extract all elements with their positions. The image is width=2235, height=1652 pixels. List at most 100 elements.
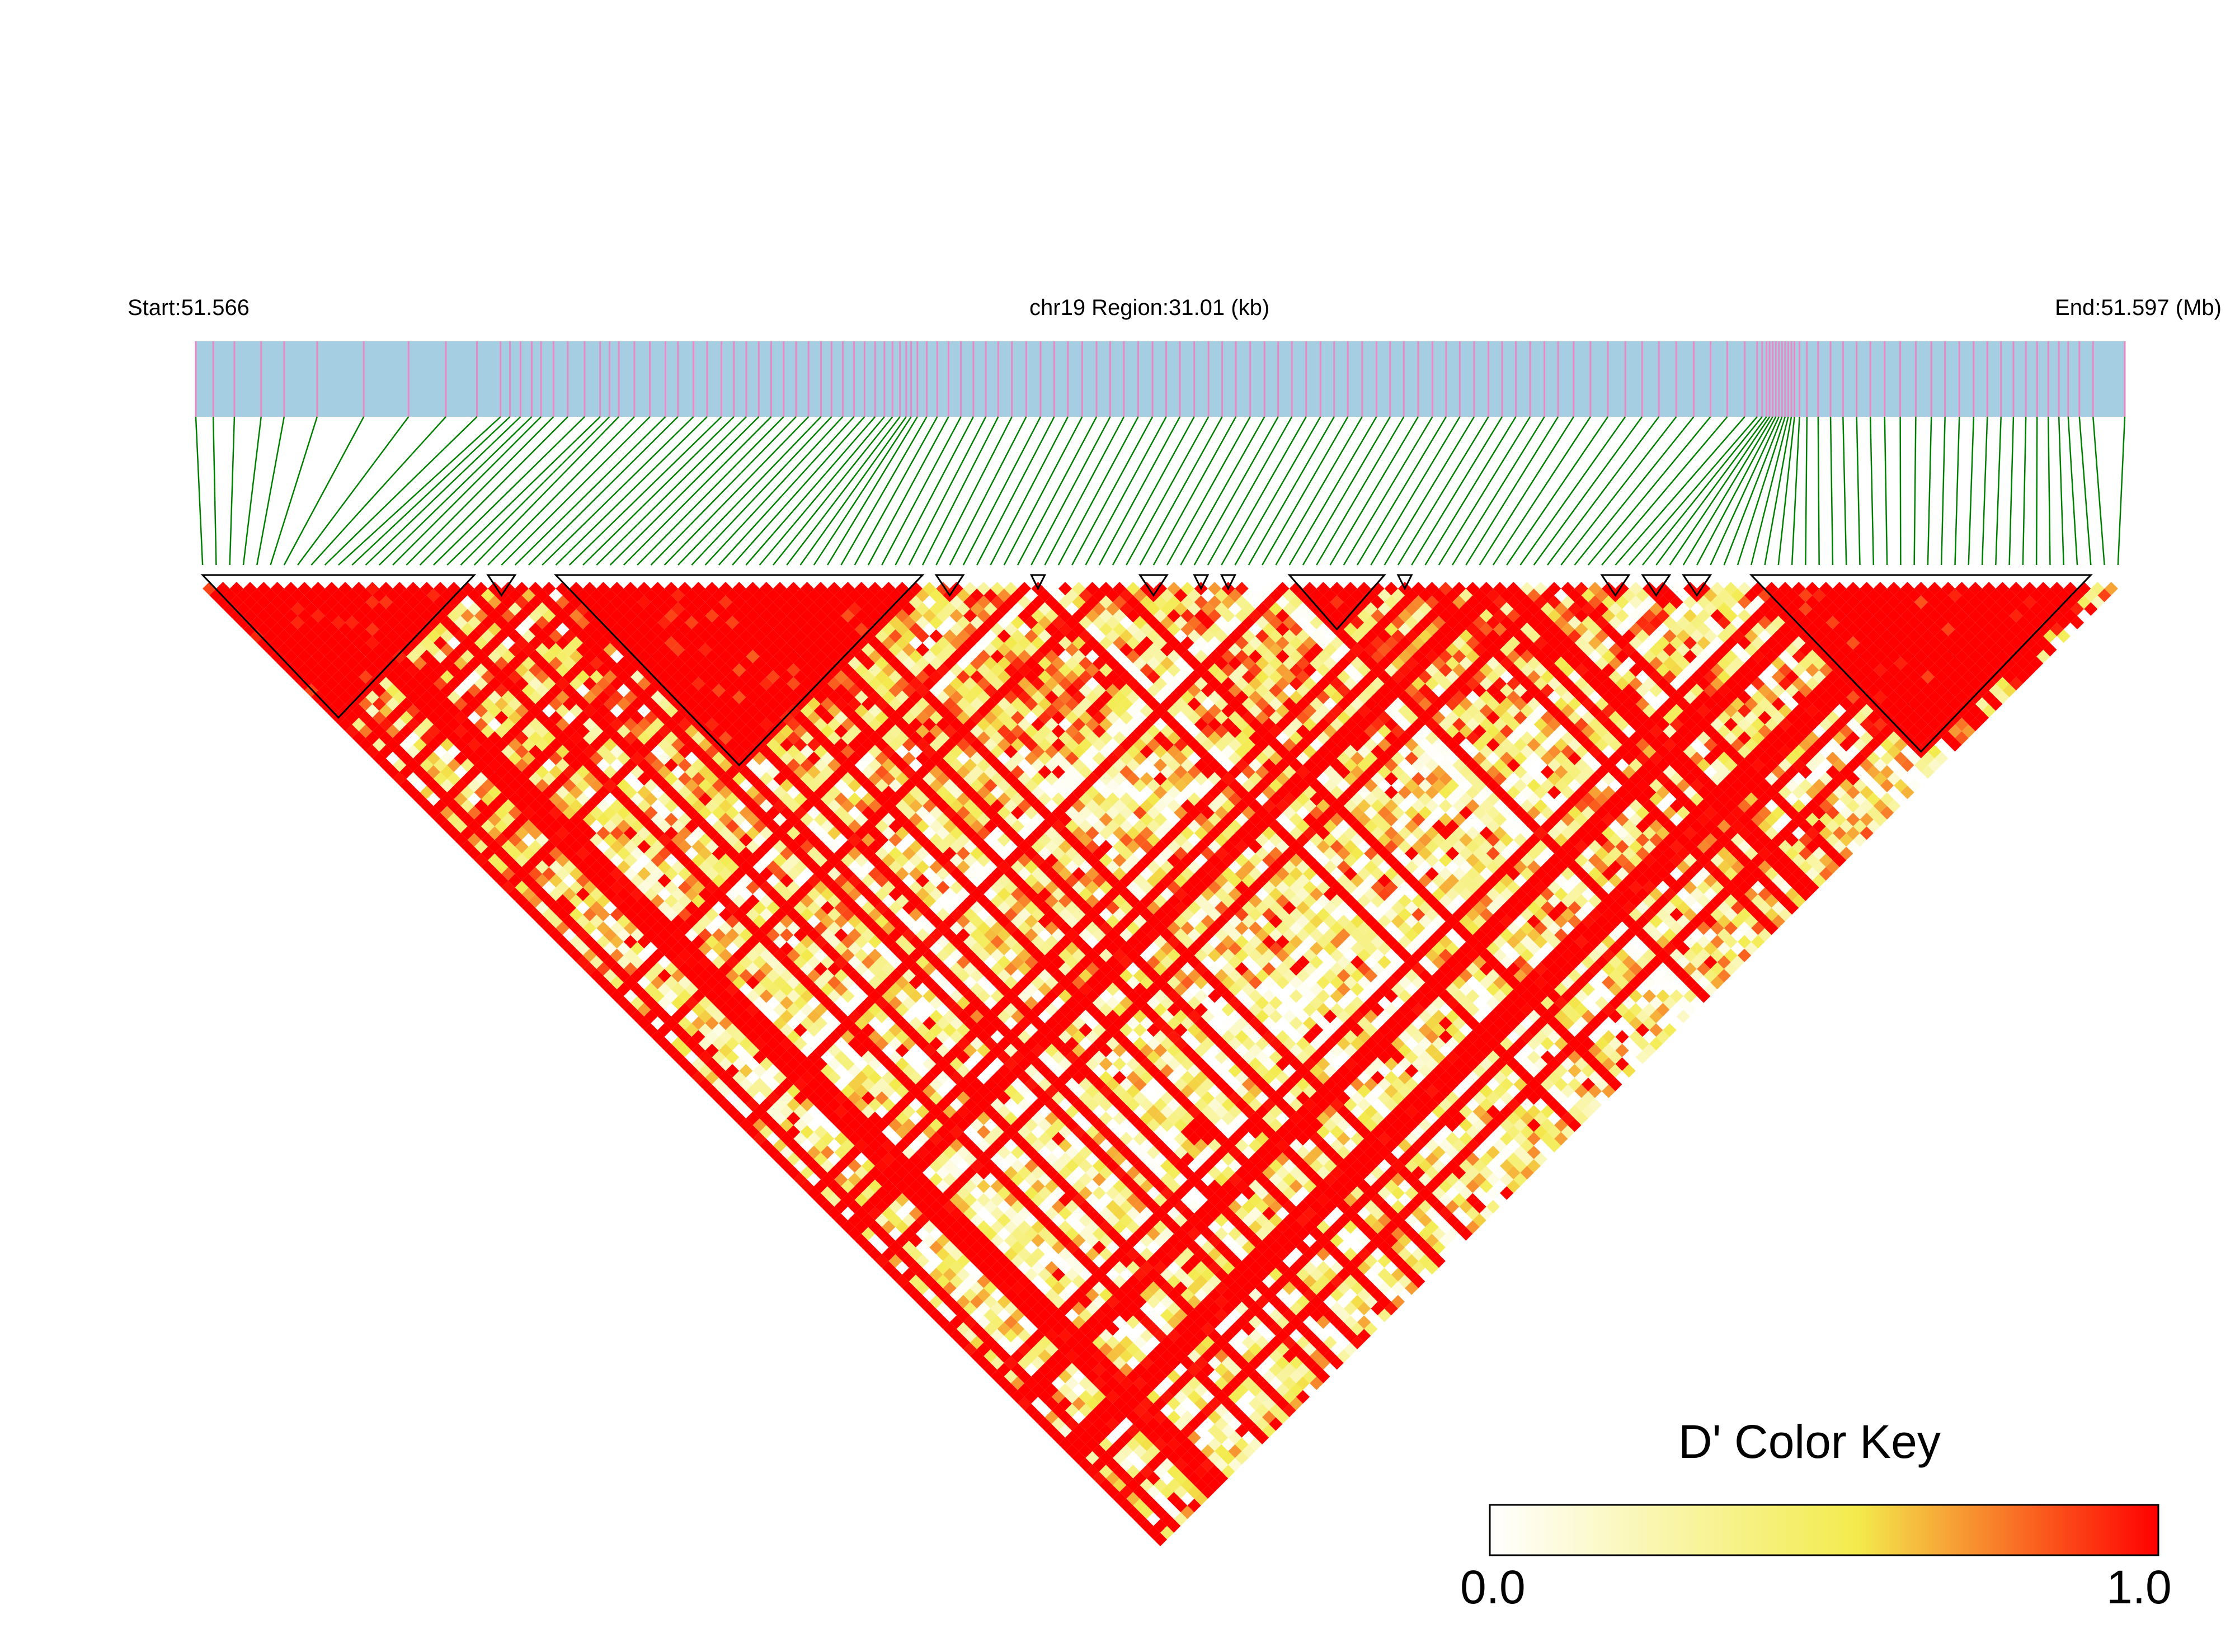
ld-cell bbox=[365, 676, 379, 691]
ld-cell bbox=[963, 1342, 977, 1357]
ld-cell bbox=[936, 1315, 950, 1329]
ld-cell bbox=[997, 1322, 1011, 1336]
ld-cell bbox=[848, 1173, 862, 1187]
snp-connector bbox=[1071, 416, 1154, 566]
snp-connector bbox=[1601, 416, 1728, 566]
ld-cell bbox=[718, 1057, 733, 1071]
snp-connector bbox=[406, 416, 554, 566]
ld-cell bbox=[243, 582, 257, 596]
ld-cell bbox=[997, 1335, 1011, 1349]
snp-connector bbox=[691, 416, 832, 566]
ld-cell bbox=[888, 1186, 902, 1200]
ld-cell bbox=[467, 751, 481, 765]
ld-cell bbox=[250, 602, 264, 616]
ld-cell bbox=[902, 1240, 916, 1254]
ld-cell bbox=[229, 582, 243, 596]
ld-cell bbox=[820, 1199, 835, 1214]
ld-cell bbox=[1133, 1444, 1147, 1458]
ld-cell bbox=[787, 1111, 801, 1126]
ld-cell bbox=[787, 1138, 801, 1152]
ld-cell bbox=[583, 881, 597, 895]
ld-cell bbox=[556, 935, 570, 949]
ld-cell bbox=[521, 860, 536, 874]
snp-connector bbox=[1139, 416, 1223, 566]
snp-connector bbox=[1207, 416, 1293, 566]
ld-cell bbox=[583, 867, 597, 881]
ld-cell bbox=[501, 785, 515, 799]
ld-cell bbox=[298, 609, 312, 623]
ld-cell bbox=[1058, 1383, 1072, 1397]
ld-cell bbox=[270, 622, 284, 637]
ld-cell bbox=[909, 1206, 923, 1221]
ld-cell bbox=[841, 1193, 855, 1207]
ld-cell bbox=[454, 765, 468, 779]
ld-cell bbox=[902, 1213, 916, 1227]
ld-cell bbox=[1160, 1471, 1174, 1485]
ld-cell bbox=[365, 690, 379, 704]
ld-cell bbox=[970, 1349, 984, 1363]
ld-cell bbox=[420, 758, 434, 772]
ld-cell bbox=[929, 1254, 943, 1268]
ld-cell bbox=[915, 1268, 930, 1282]
ld-cell bbox=[250, 615, 264, 629]
ld-cell bbox=[854, 1166, 868, 1180]
ld-cell bbox=[298, 595, 312, 609]
ld-cell bbox=[277, 643, 291, 657]
ld-cell bbox=[352, 663, 366, 677]
snp-connector bbox=[1424, 416, 1517, 566]
ld-cell bbox=[250, 589, 264, 603]
snp-connector bbox=[1954, 416, 1960, 566]
snp-connector bbox=[501, 416, 651, 566]
ld-cell bbox=[488, 853, 502, 867]
ld-cell bbox=[915, 1281, 930, 1295]
snp-connector bbox=[745, 416, 876, 566]
ld-cell bbox=[501, 799, 515, 813]
ld-cell bbox=[902, 1268, 916, 1282]
snp-connector bbox=[1805, 416, 1808, 566]
ld-cell bbox=[1160, 1444, 1174, 1458]
ld-cell bbox=[257, 582, 271, 596]
ld-cell bbox=[997, 1309, 1011, 1322]
ld-cell bbox=[977, 1261, 991, 1275]
ld-cell bbox=[977, 1329, 991, 1343]
snp-connector bbox=[732, 416, 865, 566]
ld-cell bbox=[454, 819, 468, 834]
snp-connector bbox=[1248, 416, 1335, 566]
ld-cell bbox=[399, 751, 413, 765]
ld-cell bbox=[1051, 1376, 1066, 1390]
ld-cell bbox=[1092, 1376, 1106, 1390]
ld-cell bbox=[433, 745, 448, 759]
snp-connector bbox=[786, 416, 901, 566]
ld-cell bbox=[556, 867, 570, 881]
ld-cell bbox=[556, 840, 570, 854]
ld-cell bbox=[535, 887, 549, 901]
snp-connector bbox=[1519, 416, 1626, 566]
ld-cell bbox=[984, 1281, 997, 1295]
ld-cell bbox=[318, 615, 332, 629]
ld-cell bbox=[651, 948, 665, 962]
ld-cell bbox=[929, 1295, 943, 1309]
snp-connector bbox=[1302, 416, 1391, 566]
ld-cell bbox=[854, 1206, 868, 1221]
ld-cell bbox=[868, 1179, 882, 1193]
snp-connector bbox=[1791, 416, 1800, 566]
ld-cell bbox=[1038, 1404, 1052, 1418]
ld-cell bbox=[501, 881, 515, 895]
snp-connector bbox=[1098, 416, 1181, 566]
ld-cell bbox=[685, 1009, 699, 1024]
ld-cell bbox=[868, 1206, 882, 1221]
ld-cell bbox=[929, 1281, 943, 1295]
ld-cell bbox=[223, 602, 237, 616]
ld-cell bbox=[868, 1152, 882, 1166]
ld-cell bbox=[984, 1268, 997, 1282]
ld-cell bbox=[1031, 1383, 1045, 1397]
ld-cell bbox=[365, 717, 379, 732]
ld-cell bbox=[909, 1261, 923, 1275]
snp-connector bbox=[1723, 416, 1783, 566]
ld-cell bbox=[888, 1213, 902, 1227]
ld-cell bbox=[277, 629, 291, 643]
ld-cell bbox=[1180, 1478, 1194, 1492]
ld-cell bbox=[556, 894, 570, 908]
ld-cell bbox=[1018, 1342, 1032, 1357]
ld-cell bbox=[902, 1254, 916, 1268]
